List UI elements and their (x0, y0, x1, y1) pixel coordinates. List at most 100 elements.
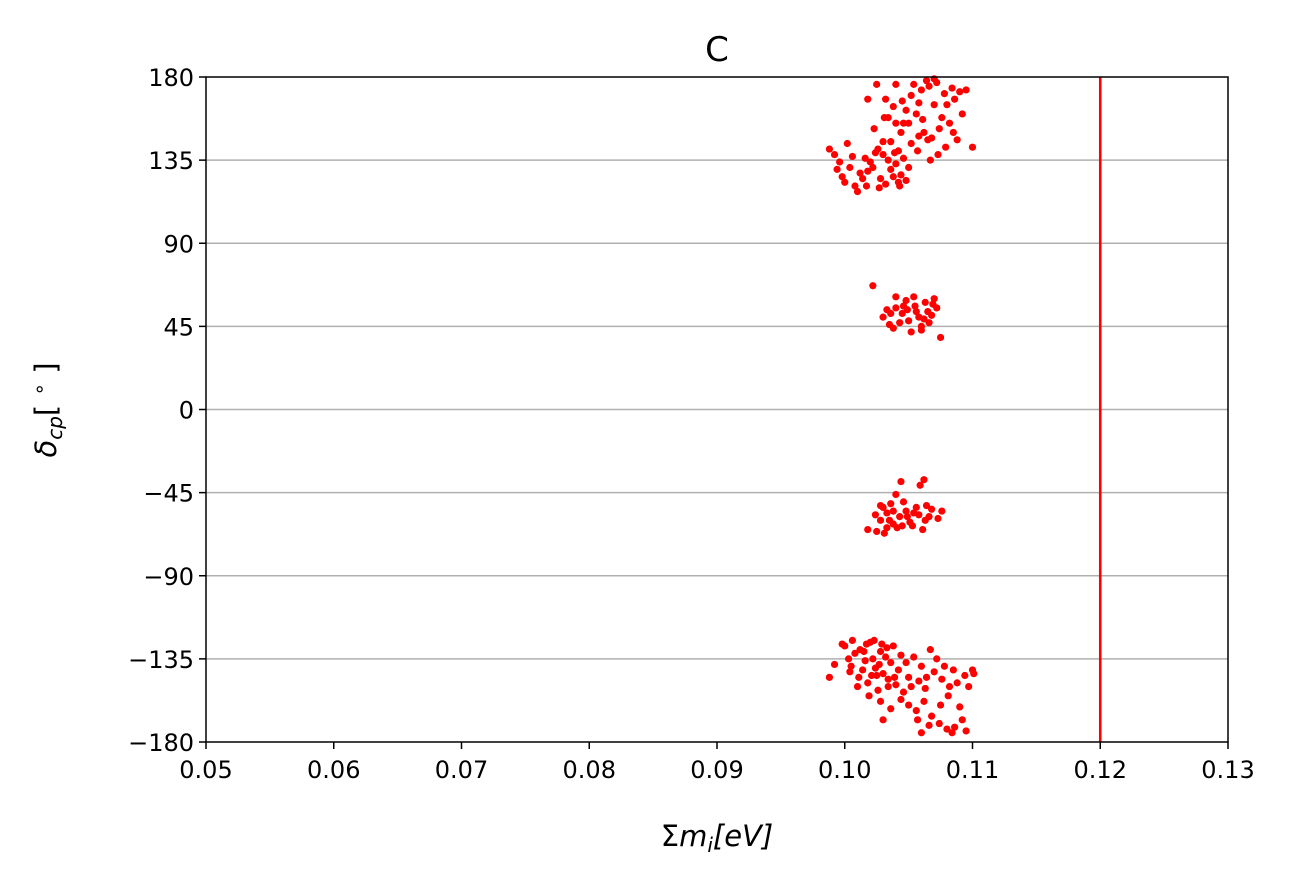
data-point (870, 125, 878, 133)
data-point (910, 293, 918, 301)
data-point (873, 80, 881, 88)
data-point (830, 150, 839, 159)
data-point (896, 182, 904, 190)
data-point (897, 171, 905, 179)
data-point (873, 527, 881, 536)
data-point (953, 136, 961, 144)
y-tick-label: −180 (128, 729, 194, 757)
data-point (920, 128, 928, 137)
x-tick-label: 0.08 (563, 756, 616, 784)
data-point (866, 158, 874, 166)
data-point (902, 658, 910, 667)
data-point (890, 673, 899, 681)
data-point (917, 326, 926, 334)
x-axis-title-bracket-close: ] (760, 819, 773, 853)
data-point (930, 101, 938, 109)
data-point (929, 300, 937, 308)
data-point (851, 182, 859, 190)
data-point (903, 306, 911, 314)
y-tick-label: −45 (143, 480, 194, 508)
data-point (912, 706, 920, 715)
data-point (830, 660, 839, 669)
data-point (938, 114, 946, 122)
data-point (848, 636, 857, 645)
y-axis-ticks: 180 135 90 45 0 −45 −90 −135 −180 (128, 64, 206, 757)
data-point (926, 646, 934, 654)
x-axis-title-subscript-i: i (707, 833, 713, 857)
data-point (867, 671, 876, 680)
data-point (938, 675, 946, 683)
x-axis-ticks: 0.05 0.06 0.07 0.08 0.09 0.10 0.11 0.12 0.13 (179, 742, 1255, 784)
data-point (928, 505, 936, 513)
data-point (862, 640, 871, 648)
data-point (948, 729, 956, 737)
data-point (938, 507, 946, 515)
data-point (878, 640, 886, 648)
data-point (903, 513, 911, 521)
data-point (926, 156, 934, 164)
data-point (875, 660, 883, 669)
data-point (892, 119, 900, 127)
data-point (907, 91, 915, 100)
data-point (917, 86, 926, 94)
data-point (920, 315, 928, 323)
data-point (880, 529, 888, 537)
data-point (912, 110, 920, 118)
data-point (921, 298, 929, 306)
data-point (917, 662, 926, 670)
data-point (879, 670, 887, 678)
data-point (899, 119, 908, 127)
data-point (922, 501, 931, 510)
data-point (934, 150, 942, 159)
data-point (884, 682, 892, 691)
data-point (862, 182, 871, 190)
data-point (882, 180, 890, 188)
data-point (962, 727, 970, 735)
data-point (905, 673, 913, 681)
y-axis-title: δcp[ ∘ ] (27, 362, 67, 457)
data-point (876, 516, 885, 524)
y-axis-title-delta: δ (29, 440, 63, 458)
data-point (876, 501, 885, 510)
data-point (897, 651, 905, 659)
data-point (958, 110, 966, 118)
data-point (902, 296, 910, 305)
data-point (861, 154, 869, 162)
data-point (859, 666, 867, 674)
data-point (879, 313, 887, 321)
data-point (864, 167, 872, 175)
data-point (899, 154, 908, 162)
data-point (899, 498, 908, 506)
data-point (907, 328, 915, 336)
data-point (884, 114, 892, 122)
data-point (920, 697, 928, 705)
data-point (902, 507, 910, 515)
data-point (883, 524, 891, 532)
data-point (902, 176, 910, 185)
data-point (922, 673, 931, 681)
data-point (883, 306, 891, 314)
data-point (961, 671, 969, 680)
y-tick-label: 180 (148, 64, 194, 92)
data-point (864, 679, 872, 687)
y-axis-title-subscript-cp: cp (43, 416, 67, 440)
x-tick-label: 0.12 (1074, 756, 1127, 784)
data-point (838, 173, 846, 181)
data-point (943, 725, 951, 733)
data-point (841, 178, 849, 186)
x-tick-label: 0.09 (690, 756, 743, 784)
data-point (912, 503, 920, 512)
data-point (951, 723, 959, 731)
data-point (892, 160, 900, 168)
data-point (913, 147, 922, 155)
y-tick-label: 0 (179, 397, 194, 425)
data-point (875, 184, 883, 192)
data-point (889, 173, 897, 181)
data-point (922, 77, 931, 85)
x-axis-title: Σmi[eV] (661, 819, 773, 857)
data-point (882, 653, 890, 661)
data-point (913, 716, 922, 724)
data-point (958, 716, 966, 724)
data-point (934, 514, 942, 523)
data-point (936, 333, 945, 342)
